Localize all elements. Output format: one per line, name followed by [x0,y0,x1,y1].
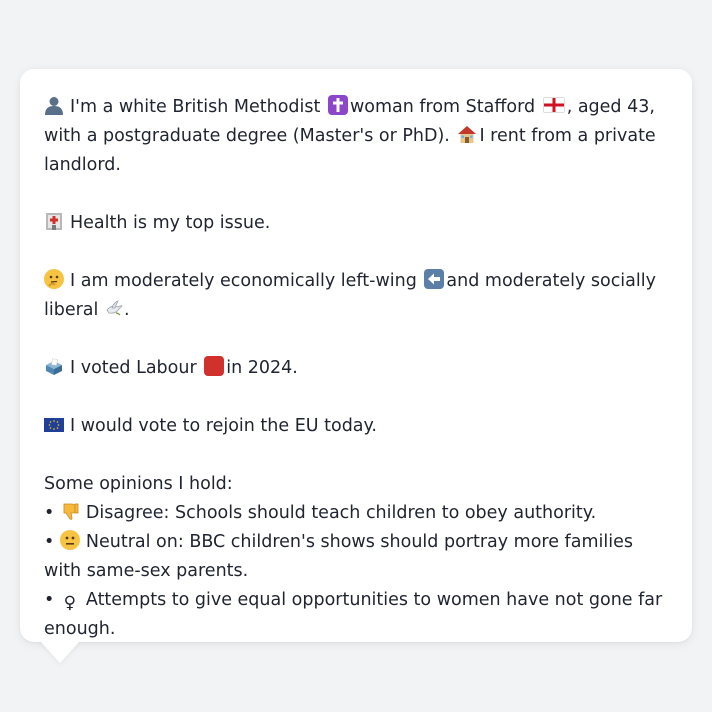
ideology-paragraph: I am moderately economically left-wing a… [44,267,670,325]
opinion-item-1: • Disagree: Schools should teach childre… [44,499,670,528]
house-icon [457,124,477,144]
opinions-section: Some opinions I hold: • Disagree: School… [44,470,670,644]
issue-paragraph: Health is my top issue. [44,209,670,238]
vote-paragraph: I voted Labour in 2024. [44,354,670,383]
opinions-heading: Some opinions I hold: [44,474,233,494]
thumbs-down-icon [60,501,80,521]
dove-icon [104,298,124,318]
ideology-text-3: . [123,300,130,320]
intro-text-3: , aged 43, with a postgraduate degree (M… [44,97,655,146]
opinion-text-1: Disagree: Schools should teach children … [85,503,597,523]
latin-cross-icon [327,95,348,115]
opinion-item-3: • ♀ Attempts to give equal opportunities … [44,586,670,644]
red-square-icon [204,356,225,376]
female-sign-icon: ♀ [63,593,77,613]
vote-text-2: in 2024. [226,358,298,378]
vote-text-1: I voted Labour [70,358,197,378]
eu-paragraph: I would vote to rejoin the EU today. [44,412,670,441]
ideology-text-1: I am moderately economically left-wing [70,271,417,291]
neutral-face-icon [59,530,80,550]
left-arrow-icon [424,269,445,289]
intro-text-1: I'm a white British Methodist [70,97,321,117]
issue-text: Health is my top issue. [70,213,271,233]
opinion-text-3: Attempts to give equal opportunities to … [44,590,663,639]
speech-bubble-tail [40,641,80,663]
intro-text-2: woman from Stafford [349,97,536,117]
ideology-text-2: and moderately socially liberal [44,271,656,320]
bullet: • [44,532,55,552]
opinion-text-2: Neutral on: BBC children's shows should … [44,532,633,581]
thinking-face-icon [44,269,64,289]
intro-paragraph: I'm a white British Methodist woman from… [44,93,670,180]
england-flag-icon [542,97,565,113]
persona-card: I'm a white British Methodist woman from… [20,69,692,642]
intro-text-4: I rent from a private landlord. [44,126,656,175]
bullet: • [44,590,55,610]
eu-text: I would vote to rejoin the EU today. [70,416,377,436]
eu-flag-icon [44,418,64,432]
bullet: • [44,503,55,523]
ballot-box-icon [44,356,64,376]
opinion-item-2: • Neutral on: BBC children's shows shoul… [44,528,670,586]
hospital-icon [44,211,64,231]
person-silhouette-icon [44,95,64,115]
